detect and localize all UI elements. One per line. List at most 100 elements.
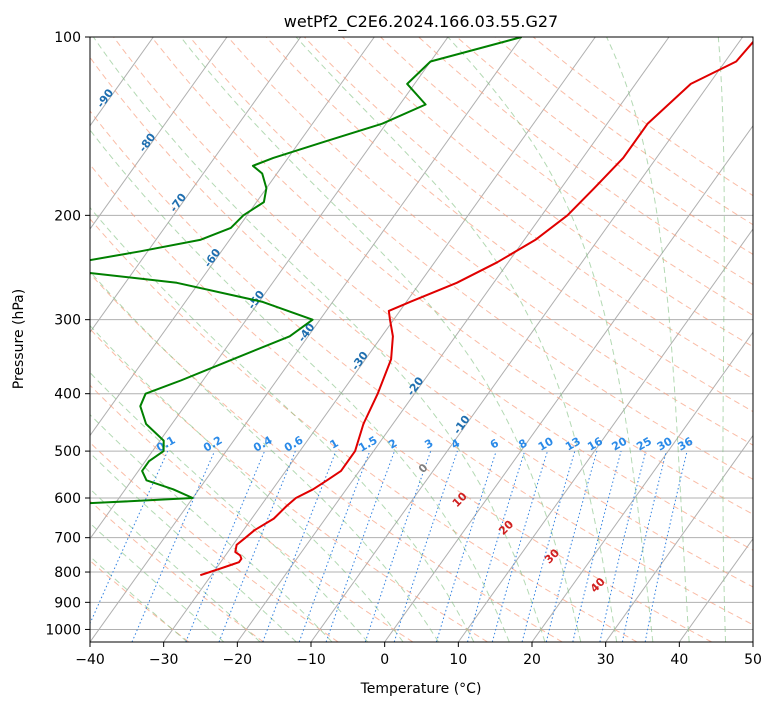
y-tick-label: 700 bbox=[54, 531, 81, 547]
isotherm-label: -90 bbox=[94, 86, 116, 110]
x-axis-ticks: −40 −30 −20 −10 0 10 20 30 40 50 bbox=[75, 642, 762, 668]
mixing-ratio-line bbox=[364, 450, 432, 642]
moist-adiabat-line bbox=[447, 37, 654, 642]
dry-adiabat-line bbox=[90, 441, 339, 642]
moist-adiabat-line bbox=[717, 37, 727, 642]
dry-adiabat-line bbox=[380, 37, 753, 316]
dry-adiabat-line bbox=[342, 37, 753, 348]
plot-frame bbox=[89, 36, 754, 643]
moist-adiabat-line bbox=[90, 324, 404, 642]
x-tick-label: 50 bbox=[744, 652, 762, 668]
temperature-profile-line bbox=[199, 40, 753, 577]
isotherm-label: -80 bbox=[136, 130, 158, 154]
moist-adiabat-line bbox=[90, 129, 510, 642]
y-tick-label: 600 bbox=[54, 491, 81, 507]
dry-adiabat-label: 10 bbox=[450, 490, 470, 510]
mixing-ratio-label: 6 bbox=[488, 436, 501, 451]
isotherm-label: -20 bbox=[404, 374, 426, 398]
y-tick-label: 400 bbox=[54, 387, 81, 403]
dry-adiabat-line bbox=[90, 110, 753, 626]
x-tick-label: 10 bbox=[449, 652, 467, 668]
mixing-ratio-label: 3 bbox=[422, 437, 435, 452]
mixing-ratio-line bbox=[262, 450, 337, 642]
dry-adiabat-line bbox=[303, 37, 753, 380]
mixing-ratio-label: 8 bbox=[516, 437, 529, 452]
dry-adiabat-line bbox=[90, 218, 638, 642]
x-tick-label: −40 bbox=[75, 652, 105, 668]
isotherm-line bbox=[90, 37, 523, 642]
inline-labels: 0.1 0.2 0.4 0.6 1 1.5 2 3 4 6 8 10 13 16 20 25 30 36-100-… bbox=[94, 86, 695, 595]
background-lines bbox=[0, 37, 753, 642]
moist-adiabat-line bbox=[606, 37, 690, 642]
mixing-ratio-line bbox=[131, 450, 216, 642]
x-tick-label: 20 bbox=[523, 652, 541, 668]
isotherm-line bbox=[90, 37, 302, 334]
moist-adiabat-line bbox=[90, 452, 297, 642]
isotherm-line bbox=[90, 37, 228, 230]
dry-adiabat-line bbox=[151, 37, 753, 515]
y-axis-title: Pressure (hPa) bbox=[11, 289, 27, 389]
isotherm-label: -70 bbox=[167, 191, 189, 215]
isotherm-line bbox=[163, 37, 596, 642]
x-tick-label: 30 bbox=[597, 652, 615, 668]
mixing-ratio-label: 2 bbox=[386, 437, 399, 452]
mixing-ratio-line bbox=[572, 450, 622, 642]
moist-adiabat-line bbox=[90, 555, 188, 642]
isotherm-line bbox=[0, 37, 6, 642]
moist-adiabat-line bbox=[90, 488, 261, 642]
moist-adiabat-line bbox=[90, 522, 225, 642]
mixing-ratio-line bbox=[644, 450, 688, 642]
chart-title: wetPf2_C2E6.2024.166.03.55.G27 bbox=[284, 12, 558, 32]
isotherm-line bbox=[752, 641, 753, 642]
moist-adiabat-line bbox=[92, 37, 546, 642]
dry-adiabat-line bbox=[113, 37, 753, 551]
x-tick-label: −30 bbox=[149, 652, 179, 668]
y-axis-ticks: 100 200 300 400 500 600 700 800 900 1000 bbox=[45, 30, 90, 638]
mixing-ratio-label: 4 bbox=[449, 436, 462, 451]
y-tick-label: 500 bbox=[54, 444, 81, 460]
x-tick-label: −20 bbox=[223, 652, 253, 668]
isotherm-line bbox=[384, 124, 753, 642]
isotherm-line bbox=[678, 537, 753, 642]
mixing-ratio-line bbox=[621, 450, 667, 642]
dry-adiabat-line bbox=[90, 500, 264, 642]
dry-adiabat-line bbox=[90, 384, 414, 642]
dry-adiabat-label: 40 bbox=[588, 575, 608, 595]
dry-adiabat-line bbox=[265, 37, 753, 413]
x-tick-label: 40 bbox=[670, 652, 688, 668]
isotherm-line bbox=[457, 228, 753, 642]
dry-adiabat-line bbox=[494, 37, 753, 226]
dry-adiabat-label: 0 bbox=[416, 461, 431, 476]
mixing-ratio-line bbox=[491, 450, 548, 642]
isotherm-label: -30 bbox=[349, 349, 371, 373]
dry-adiabat-line bbox=[189, 37, 753, 480]
dry-adiabat-line bbox=[456, 37, 753, 255]
dry-adiabat-label: 30 bbox=[542, 546, 562, 566]
moist-adiabat-line bbox=[90, 270, 439, 642]
profile-series bbox=[90, 37, 753, 577]
y-tick-label: 900 bbox=[54, 595, 81, 611]
dry-adiabat-line bbox=[532, 37, 753, 197]
dry-adiabat-label: 20 bbox=[496, 517, 516, 537]
mixing-ratio-line bbox=[599, 450, 647, 642]
mixing-ratio-line bbox=[545, 450, 598, 642]
moist-adiabat-line bbox=[180, 37, 582, 642]
x-axis-title: Temperature (°C) bbox=[360, 681, 482, 697]
mixing-ratio-line bbox=[393, 450, 458, 642]
mixing-ratio-line bbox=[467, 450, 526, 642]
dewpoint-profile-line bbox=[90, 37, 522, 505]
isotherm-line bbox=[310, 37, 744, 642]
isotherm-line bbox=[236, 37, 670, 642]
dry-adiabat-line bbox=[90, 163, 712, 642]
isotherm-line bbox=[90, 37, 375, 437]
mixing-ratio-line bbox=[185, 450, 266, 642]
mixing-ratio-line bbox=[90, 450, 169, 625]
mixing-ratio-line bbox=[325, 450, 395, 642]
mixing-ratio-line bbox=[435, 450, 497, 642]
moist-adiabat-line bbox=[295, 37, 618, 642]
dry-adiabat-line bbox=[227, 37, 753, 446]
dry-adiabat-line bbox=[90, 559, 190, 642]
moist-adiabat-line bbox=[90, 371, 369, 642]
dry-adiabat-line bbox=[90, 56, 753, 588]
